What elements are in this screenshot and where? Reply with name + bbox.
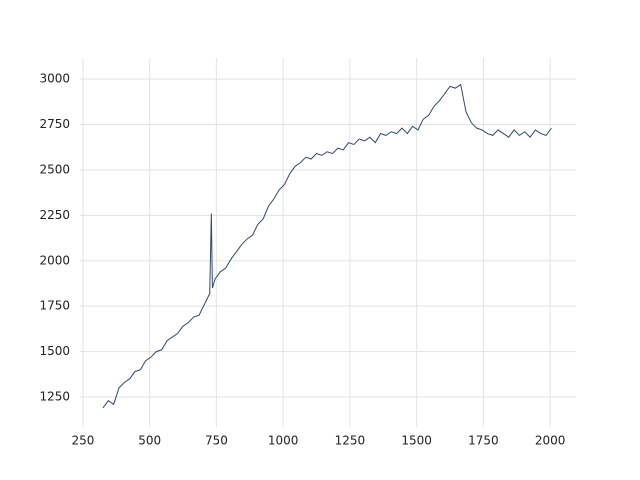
x-tick-label: 1250 [335, 434, 366, 448]
y-tick-label: 1250 [39, 390, 70, 404]
y-tick-label: 2250 [39, 208, 70, 222]
y-tick-label: 3000 [39, 72, 70, 86]
data-line [102, 83, 552, 409]
x-tick-label: 1000 [268, 434, 299, 448]
x-tick-label: 750 [205, 434, 228, 448]
y-tick-label: 2750 [39, 117, 70, 131]
y-tick-label: 2500 [39, 162, 70, 176]
x-tick-label: 2000 [535, 434, 566, 448]
y-tick-label: 1750 [39, 299, 70, 313]
x-tick-label: 500 [138, 434, 161, 448]
x-tick-label: 250 [71, 434, 94, 448]
y-tick-label: 1500 [39, 344, 70, 358]
x-tick-label: 1750 [468, 434, 499, 448]
x-tick-label: 1500 [401, 434, 432, 448]
y-tick-label: 2000 [39, 253, 70, 267]
